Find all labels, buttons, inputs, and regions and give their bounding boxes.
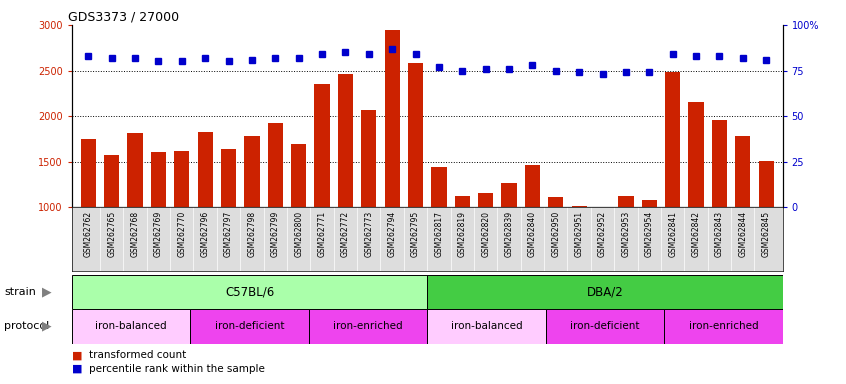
- Bar: [291, 144, 306, 299]
- Bar: [408, 63, 423, 299]
- Bar: [664, 309, 783, 344]
- Text: iron-balanced: iron-balanced: [451, 321, 522, 331]
- Bar: [711, 120, 727, 299]
- Bar: [315, 84, 330, 299]
- Text: ▶: ▶: [41, 285, 52, 298]
- Bar: [190, 309, 309, 344]
- Bar: [338, 74, 353, 299]
- Text: GSM262765: GSM262765: [107, 210, 116, 257]
- Text: GSM262820: GSM262820: [481, 210, 490, 257]
- Bar: [309, 309, 427, 344]
- Text: GSM262770: GSM262770: [178, 210, 186, 257]
- Bar: [151, 152, 166, 299]
- Text: GSM262769: GSM262769: [154, 210, 163, 257]
- Text: percentile rank within the sample: percentile rank within the sample: [89, 364, 265, 374]
- Text: iron-enriched: iron-enriched: [333, 321, 403, 331]
- Bar: [478, 193, 493, 299]
- Text: iron-deficient: iron-deficient: [570, 321, 640, 331]
- Text: GSM262799: GSM262799: [271, 210, 280, 257]
- Text: GSM262800: GSM262800: [294, 210, 303, 257]
- Text: GSM262768: GSM262768: [130, 210, 140, 257]
- Bar: [361, 110, 376, 299]
- Text: GSM262798: GSM262798: [247, 210, 256, 257]
- Bar: [618, 195, 634, 299]
- Bar: [665, 72, 680, 299]
- Bar: [244, 136, 260, 299]
- Bar: [454, 195, 470, 299]
- Text: GSM262843: GSM262843: [715, 210, 724, 257]
- Bar: [595, 223, 610, 299]
- Text: GSM262953: GSM262953: [622, 210, 630, 257]
- Text: transformed count: transformed count: [89, 350, 186, 360]
- Text: C57BL/6: C57BL/6: [225, 285, 274, 298]
- Text: GSM262844: GSM262844: [739, 210, 747, 257]
- Text: GSM262842: GSM262842: [691, 210, 700, 257]
- Text: GSM262954: GSM262954: [645, 210, 654, 257]
- Text: GDS3373 / 27000: GDS3373 / 27000: [69, 11, 179, 24]
- Text: GSM262950: GSM262950: [552, 210, 560, 257]
- Bar: [525, 166, 540, 299]
- Text: GSM262797: GSM262797: [224, 210, 233, 257]
- Bar: [689, 101, 704, 299]
- Bar: [80, 139, 96, 299]
- Text: strain: strain: [4, 287, 36, 297]
- Text: GSM262796: GSM262796: [201, 210, 210, 257]
- Text: iron-enriched: iron-enriched: [689, 321, 758, 331]
- Text: GSM262841: GSM262841: [668, 210, 677, 257]
- Bar: [431, 167, 447, 299]
- Text: DBA/2: DBA/2: [586, 285, 624, 298]
- Bar: [174, 151, 190, 299]
- Bar: [427, 275, 783, 309]
- Bar: [267, 123, 283, 299]
- Text: GSM262817: GSM262817: [434, 210, 443, 257]
- Text: GSM262772: GSM262772: [341, 210, 350, 257]
- Bar: [198, 132, 212, 299]
- Text: GSM262839: GSM262839: [504, 210, 514, 257]
- Bar: [385, 30, 400, 299]
- Bar: [72, 309, 190, 344]
- Text: GSM262773: GSM262773: [365, 210, 373, 257]
- Text: GSM262952: GSM262952: [598, 210, 607, 257]
- Text: GSM262819: GSM262819: [458, 210, 467, 257]
- Text: GSM262840: GSM262840: [528, 210, 537, 257]
- Text: GSM262762: GSM262762: [84, 210, 93, 257]
- Text: ■: ■: [72, 350, 82, 360]
- Bar: [104, 156, 119, 299]
- Text: iron-balanced: iron-balanced: [96, 321, 167, 331]
- Text: iron-deficient: iron-deficient: [215, 321, 284, 331]
- Bar: [128, 134, 143, 299]
- Text: GSM262794: GSM262794: [387, 210, 397, 257]
- Text: ▶: ▶: [41, 320, 52, 333]
- Text: ■: ■: [72, 364, 82, 374]
- Bar: [546, 309, 664, 344]
- Text: GSM262771: GSM262771: [317, 210, 327, 257]
- Bar: [502, 183, 517, 299]
- Bar: [72, 275, 427, 309]
- Text: GSM262951: GSM262951: [574, 210, 584, 257]
- Bar: [427, 309, 546, 344]
- Bar: [642, 200, 656, 299]
- Bar: [735, 136, 750, 299]
- Text: protocol: protocol: [4, 321, 49, 331]
- Text: GSM262795: GSM262795: [411, 210, 420, 257]
- Bar: [759, 161, 774, 299]
- Bar: [221, 149, 236, 299]
- Bar: [572, 205, 587, 299]
- Bar: [548, 197, 563, 299]
- Text: GSM262845: GSM262845: [761, 210, 771, 257]
